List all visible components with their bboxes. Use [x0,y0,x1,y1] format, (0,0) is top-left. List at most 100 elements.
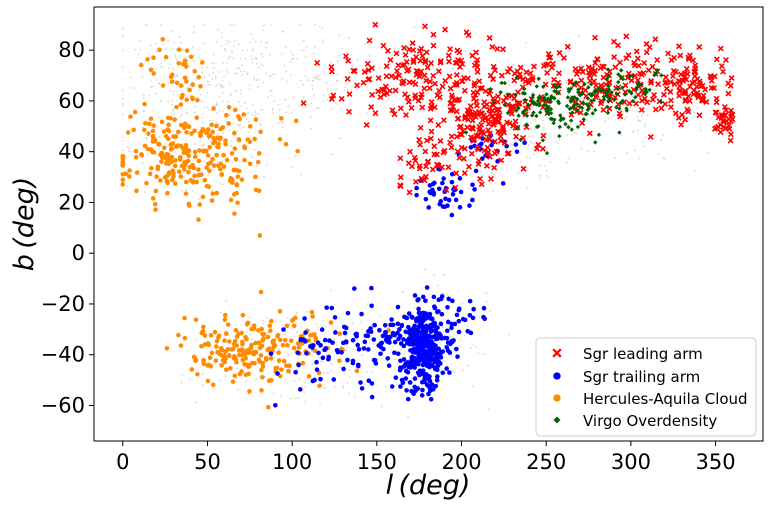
hercules-aquila-cloud-point [221,164,227,169]
background-point [433,274,436,276]
background-point [211,119,214,122]
sgr-trailing-arm-point [435,363,440,369]
background-point [154,119,157,122]
background-point [420,378,423,381]
hercules-aquila-cloud-point [312,348,318,354]
hercules-aquila-cloud-point [211,163,217,168]
background-point [257,78,260,81]
background-point [468,70,471,73]
background-point [451,369,454,372]
background-point [463,100,466,103]
background-point [464,335,466,337]
background-point [529,127,532,130]
hercules-aquila-cloud-point [182,315,187,321]
background-point [303,50,305,52]
background-point [270,23,273,26]
sgr-trailing-arm-point [273,402,278,408]
background-point [260,53,263,55]
background-point [294,397,297,400]
sgr-leading-arm-point [484,144,491,151]
hercules-aquila-cloud-point [192,128,197,134]
hercules-aquila-cloud-point [216,141,221,147]
sgr-trailing-arm-point [333,330,338,335]
background-point [579,64,582,67]
background-point [505,148,508,151]
hercules-aquila-cloud-point [196,158,202,164]
hercules-aquila-cloud-point [300,360,306,366]
sgr-trailing-arm-point [388,334,393,340]
background-point [334,101,337,104]
hercules-aquila-cloud-point [242,145,248,151]
background-point [121,136,124,139]
hercules-aquila-cloud-point [172,163,178,169]
sgr-leading-arm-point [676,83,683,89]
sgr-trailing-arm-point [426,205,432,210]
hercules-aquila-cloud-point [196,167,201,172]
sgr-trailing-arm-point [432,323,438,329]
sgr-leading-arm-point [436,87,443,94]
background-point [121,139,124,142]
hercules-aquila-cloud-point [183,161,188,166]
background-point [646,107,648,110]
hercules-aquila-cloud-point [120,161,126,166]
background-point [201,145,204,148]
sgr-trailing-arm-point [429,382,435,388]
sgr-trailing-arm-point [345,357,350,363]
background-point [253,76,255,79]
sgr-leading-arm-point [405,98,412,105]
sgr-trailing-arm-point [455,354,460,359]
background-point [261,109,264,111]
background-point [251,61,254,64]
hercules-aquila-cloud-point [182,75,188,81]
background-point [642,141,645,143]
virgo-overdensity-point [552,88,557,94]
virgo-overdensity-point [551,120,556,126]
background-point [171,99,174,102]
sgr-trailing-arm-point [322,347,327,353]
sgr-trailing-arm-point [432,366,438,372]
sgr-trailing-arm-point [416,297,421,302]
background-point [277,103,280,106]
background-point [545,169,548,172]
hercules-aquila-cloud-point [142,101,147,107]
virgo-overdensity-point [614,105,619,110]
background-point [178,36,181,38]
background-point [215,77,217,80]
sgr-trailing-arm-point [397,333,403,339]
hercules-aquila-cloud-point [184,129,189,135]
background-point [323,387,325,390]
sgr-leading-arm-point [452,97,459,104]
sgr-trailing-arm-point [434,377,440,383]
background-point [246,108,249,110]
sgr-trailing-arm-point [398,384,403,389]
background-point [126,146,129,149]
sgr-trailing-arm-point [467,312,473,318]
sgr-trailing-arm-point [409,359,415,364]
hercules-aquila-cloud-point [265,404,271,410]
sgr-leading-arm-point [429,166,436,173]
background-point [201,121,204,124]
background-point [335,79,338,82]
sgr-trailing-arm-point [423,348,428,354]
sgr-trailing-arm-point [410,339,415,345]
sgr-trailing-arm-point [417,368,423,374]
sgr-leading-arm-point [424,137,430,144]
hercules-aquila-cloud-point [231,192,237,197]
background-point [558,138,561,141]
background-point [184,57,187,59]
hercules-aquila-cloud-point [156,142,162,147]
background-point [195,78,197,81]
background-point [298,23,301,26]
background-point [567,157,570,160]
hercules-aquila-cloud-point [229,151,235,156]
sgr-leading-arm-point [419,52,426,59]
sgr-leading-arm-point [366,37,373,44]
sgr-leading-arm-point [442,26,449,33]
background-point [345,349,348,351]
sgr-leading-arm-point [725,80,732,87]
sgr-leading-arm-point [708,77,715,84]
virgo-overdensity-point [554,89,559,95]
hercules-aquila-cloud-point [249,326,254,332]
background-point [296,311,298,314]
background-point [527,144,530,146]
